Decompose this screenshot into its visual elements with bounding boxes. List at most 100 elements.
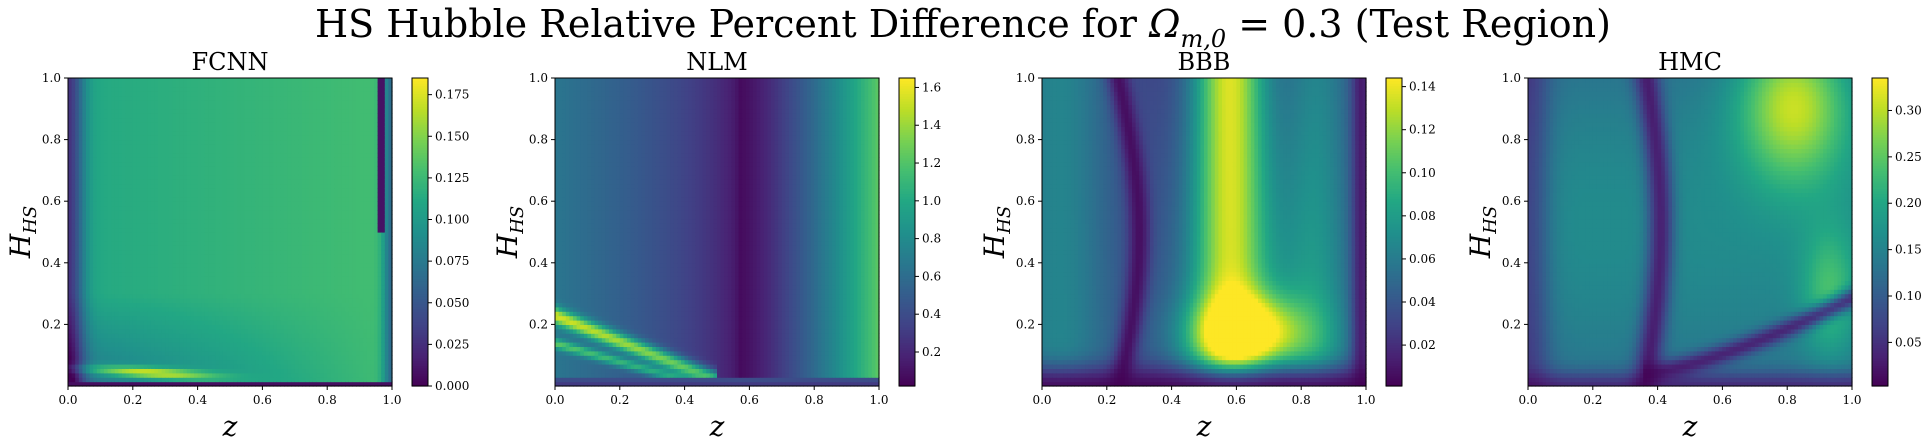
heatmap-cell bbox=[244, 87, 248, 92]
heatmap-cell bbox=[306, 78, 310, 83]
heatmap-cell bbox=[151, 170, 155, 175]
heatmap-cell bbox=[126, 104, 130, 109]
heatmap-cell bbox=[259, 223, 263, 228]
heatmap-cell bbox=[244, 254, 248, 259]
heatmap-cell bbox=[190, 179, 194, 184]
heatmap-cell bbox=[324, 355, 328, 360]
heatmap-cell bbox=[136, 351, 140, 356]
heatmap-cell bbox=[309, 377, 313, 382]
heatmap-cell bbox=[201, 232, 205, 237]
heatmap-cell bbox=[324, 377, 328, 382]
heatmap-cell bbox=[313, 364, 317, 369]
heatmap-cell bbox=[298, 285, 302, 290]
heatmap-cell bbox=[241, 316, 245, 321]
heatmap-cell bbox=[208, 245, 212, 250]
heatmap-cell bbox=[252, 82, 256, 87]
heatmap-cell bbox=[180, 188, 184, 193]
heatmap-cell bbox=[255, 82, 259, 87]
heatmap-cell bbox=[72, 364, 76, 369]
heatmap-cell bbox=[230, 360, 234, 365]
heatmap-cell bbox=[212, 148, 216, 153]
heatmap-cell bbox=[316, 258, 320, 263]
heatmap-cell bbox=[133, 219, 137, 224]
heatmap-cell bbox=[237, 254, 241, 259]
heatmap-cell bbox=[244, 311, 248, 316]
heatmap-cell bbox=[291, 170, 295, 175]
heatmap-cell bbox=[90, 175, 94, 180]
heatmap-cell bbox=[223, 78, 227, 83]
heatmap-cell bbox=[72, 368, 76, 373]
heatmap-cell bbox=[97, 250, 101, 255]
heatmap-cell bbox=[93, 162, 97, 167]
heatmap-cell bbox=[280, 316, 284, 321]
heatmap-cell bbox=[273, 360, 277, 365]
heatmap-cell bbox=[270, 355, 274, 360]
heatmap-cell bbox=[176, 316, 180, 321]
heatmap-cell bbox=[198, 342, 202, 347]
heatmap-cell bbox=[122, 258, 126, 263]
heatmap-cell bbox=[302, 329, 306, 334]
heatmap-cell bbox=[216, 214, 220, 219]
heatmap-cell bbox=[151, 276, 155, 281]
heatmap-cell bbox=[118, 236, 122, 241]
heatmap-cell bbox=[205, 210, 209, 215]
heatmap-cell bbox=[172, 320, 176, 325]
heatmap-cell bbox=[223, 157, 227, 162]
heatmap-cell bbox=[115, 201, 119, 206]
heatmap-cell bbox=[126, 157, 130, 162]
heatmap-cell bbox=[147, 311, 151, 316]
heatmap-cell bbox=[273, 311, 277, 316]
heatmap-cell bbox=[241, 188, 245, 193]
heatmap-cell bbox=[183, 104, 187, 109]
heatmap-cell bbox=[129, 364, 133, 369]
heatmap-cell bbox=[158, 122, 162, 127]
heatmap-cell bbox=[226, 320, 230, 325]
heatmap-cell bbox=[108, 192, 112, 197]
heatmap-cell bbox=[104, 210, 108, 215]
heatmap-cell bbox=[216, 267, 220, 272]
heatmap-cell bbox=[133, 302, 137, 307]
heatmap-cell bbox=[90, 338, 94, 343]
heatmap-cell bbox=[270, 184, 274, 189]
heatmap-cell bbox=[223, 232, 227, 237]
heatmap-cell bbox=[237, 166, 241, 171]
heatmap-cell bbox=[118, 219, 122, 224]
heatmap-cell bbox=[118, 324, 122, 329]
heatmap-cell bbox=[291, 272, 295, 277]
heatmap-cell bbox=[266, 166, 270, 171]
heatmap-cell bbox=[115, 206, 119, 211]
heatmap-cell bbox=[79, 377, 83, 382]
heatmap-cell bbox=[126, 342, 130, 347]
heatmap-cell bbox=[93, 135, 97, 140]
heatmap-cell bbox=[115, 118, 119, 123]
heatmap-cell bbox=[118, 82, 122, 87]
heatmap-cell bbox=[309, 267, 313, 272]
heatmap-cell bbox=[259, 96, 263, 101]
heatmap-cell bbox=[262, 258, 266, 263]
heatmap-cell bbox=[165, 197, 169, 202]
heatmap-cell bbox=[165, 276, 169, 281]
heatmap-cell bbox=[248, 294, 252, 299]
heatmap-cell bbox=[201, 289, 205, 294]
heatmap-cell bbox=[320, 329, 324, 334]
heatmap-cell bbox=[82, 126, 86, 131]
heatmap-cell bbox=[313, 311, 317, 316]
heatmap-cell bbox=[151, 201, 155, 206]
heatmap-cell bbox=[226, 166, 230, 171]
heatmap-cell bbox=[226, 131, 230, 136]
heatmap-cell bbox=[273, 307, 277, 312]
heatmap-cell bbox=[244, 228, 248, 233]
heatmap-cell bbox=[172, 368, 176, 373]
heatmap-cell bbox=[165, 162, 169, 167]
heatmap-cell bbox=[176, 210, 180, 215]
heatmap-cell bbox=[259, 166, 263, 171]
heatmap-cell bbox=[252, 166, 256, 171]
heatmap-cell bbox=[115, 267, 119, 272]
heatmap-cell bbox=[201, 100, 205, 105]
heatmap-cell bbox=[306, 311, 310, 316]
heatmap-cell bbox=[234, 188, 238, 193]
heatmap-cell bbox=[295, 267, 299, 272]
heatmap-cell bbox=[244, 307, 248, 312]
heatmap-cell bbox=[133, 153, 137, 158]
heatmap-cell bbox=[133, 241, 137, 246]
